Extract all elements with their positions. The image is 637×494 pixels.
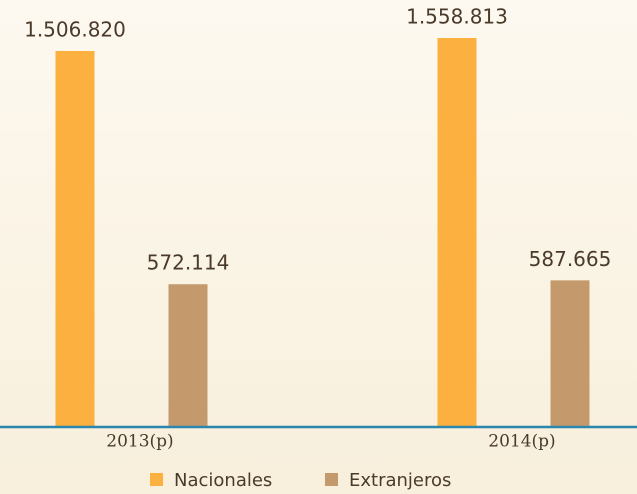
x-tick-label: 2013(p) (106, 432, 173, 452)
value-label: 572.114 (147, 251, 230, 275)
bar (437, 38, 477, 427)
value-label: 1.506.820 (24, 17, 126, 41)
bar (168, 284, 208, 427)
x-tick-label: 2014(p) (488, 432, 555, 452)
legend-label: Nacionales (174, 470, 272, 491)
value-label: 1.558.813 (406, 5, 508, 29)
legend-swatch (150, 473, 163, 486)
bar (55, 50, 95, 427)
legend-label: Extranjeros (349, 470, 451, 491)
bar (550, 280, 590, 427)
value-label: 587.665 (529, 247, 612, 271)
legend-swatch (325, 473, 338, 486)
